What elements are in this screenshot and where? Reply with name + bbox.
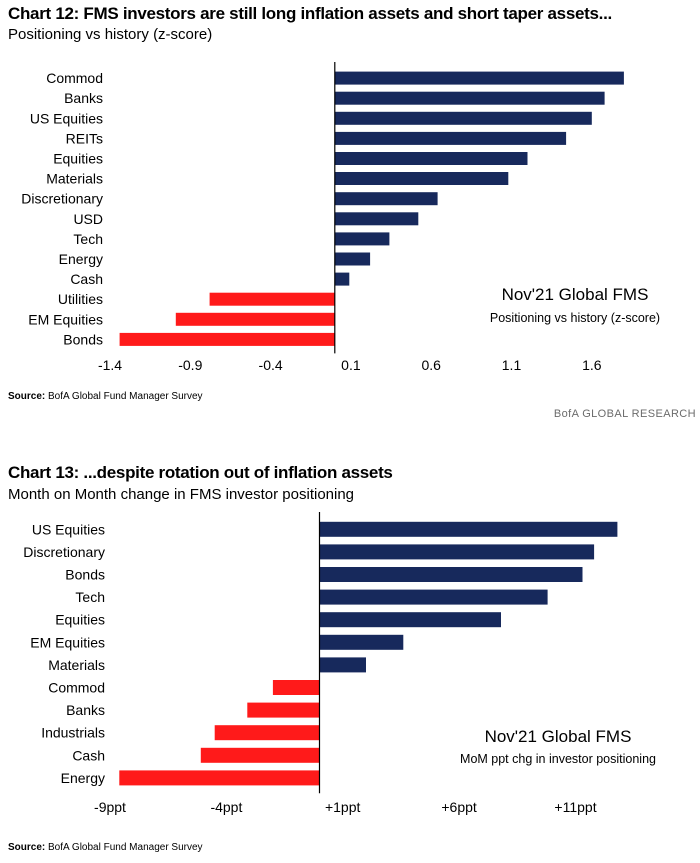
bar-discretionary	[334, 192, 438, 206]
bar-usd	[334, 212, 419, 226]
x-tick-label: -0.9	[178, 357, 202, 373]
x-tick-label: +11ppt	[554, 799, 596, 815]
bar-industrials	[214, 725, 320, 741]
chart-12-plot: Commod Banks US Equities REITs Equities Mater…	[21, 62, 660, 373]
source-text: BofA Global Fund Manager Survey	[48, 842, 203, 853]
bar-banks	[247, 702, 320, 718]
annotation-title: Nov'21 Global FMS	[502, 285, 649, 304]
chart-13-title: Chart 13: ...despite rotation out of inf…	[8, 463, 393, 482]
category-label: Equities	[55, 612, 105, 628]
bar-equities	[319, 612, 501, 628]
category-label: Banks	[66, 702, 105, 718]
bar-em-equities	[175, 312, 335, 326]
bar-reits	[334, 131, 567, 145]
bar-tech	[334, 232, 390, 246]
brand-footer: BofA GLOBAL RESEARCH	[553, 408, 696, 420]
bar-bonds	[319, 567, 583, 582]
category-label: Banks	[64, 90, 103, 106]
bar-tech	[319, 589, 548, 605]
bar-materials	[334, 172, 509, 185]
chart-12-subtitle: Positioning vs history (z-score)	[8, 26, 213, 43]
x-tick-label: 0.6	[421, 357, 441, 373]
bar-cash	[334, 272, 350, 286]
category-label: Bonds	[63, 331, 103, 347]
category-label: USD	[73, 211, 103, 227]
category-label: Commod	[48, 680, 105, 696]
category-label: Utilities	[58, 291, 103, 307]
x-tick-label: 1.6	[582, 357, 602, 373]
x-tick-label: +1ppt	[325, 799, 361, 815]
annotation-subtitle: MoM ppt chg in investor positioning	[460, 752, 656, 766]
category-label: Bonds	[65, 567, 105, 583]
category-label: Discretionary	[23, 544, 105, 560]
category-label: Equities	[53, 151, 103, 167]
bar-discretionary	[319, 544, 595, 560]
category-label: Commod	[46, 70, 103, 86]
bar-us-equities	[319, 521, 618, 537]
bar-utilities	[209, 292, 335, 306]
category-label: Energy	[59, 251, 103, 267]
x-tick-label: -0.4	[259, 357, 283, 373]
x-tick-label: -1.4	[98, 357, 122, 373]
chart-13-plot: US Equities Discretionary Bonds Tech Equitie…	[23, 512, 656, 815]
category-label: Tech	[75, 589, 105, 605]
category-label: EM Equities	[28, 311, 103, 327]
annotation-title: Nov'21 Global FMS	[485, 727, 632, 746]
category-label: Discretionary	[21, 191, 103, 207]
category-label: Industrials	[41, 725, 105, 741]
bar-materials	[319, 657, 366, 673]
category-label: Materials	[46, 171, 103, 187]
category-label: Cash	[70, 271, 103, 287]
source-label: Source:	[8, 842, 46, 853]
source-text: BofA Global Fund Manager Survey	[48, 391, 203, 402]
category-label: EM Equities	[30, 634, 105, 650]
x-tick-label: 1.1	[502, 357, 522, 373]
category-label: REITs	[66, 130, 103, 146]
bar-banks	[334, 91, 605, 105]
bar-bonds	[119, 332, 335, 346]
category-label: Materials	[48, 657, 105, 673]
chart-13-source: Source: BofA Global Fund Manager Survey	[8, 842, 203, 853]
category-label: Tech	[73, 231, 103, 247]
chart-12-source: Source: BofA Global Fund Manager Survey	[8, 391, 203, 402]
bar-equities	[334, 152, 528, 165]
bar-cash	[200, 747, 320, 763]
chart-13-subtitle: Month on Month change in FMS investor po…	[8, 486, 355, 503]
category-label: US Equities	[30, 110, 103, 126]
bar-us-equities	[334, 111, 592, 125]
x-tick-label: 0.1	[341, 357, 361, 373]
bar-energy	[119, 770, 320, 786]
chart-12-title: Chart 12: FMS investors are still long i…	[8, 4, 612, 23]
source-label: Source:	[8, 391, 46, 402]
bar-commod	[272, 680, 320, 695]
x-tick-label: -9ppt	[94, 799, 126, 815]
annotation-subtitle: Positioning vs history (z-score)	[490, 311, 660, 325]
bar-em-equities	[319, 634, 404, 650]
bar-commod	[334, 71, 624, 85]
bar-energy	[334, 252, 371, 266]
category-label: US Equities	[32, 521, 105, 537]
category-label: Energy	[61, 770, 105, 786]
category-label: Cash	[72, 747, 105, 763]
x-tick-label: +6ppt	[441, 799, 477, 815]
x-tick-label: -4ppt	[210, 799, 242, 815]
